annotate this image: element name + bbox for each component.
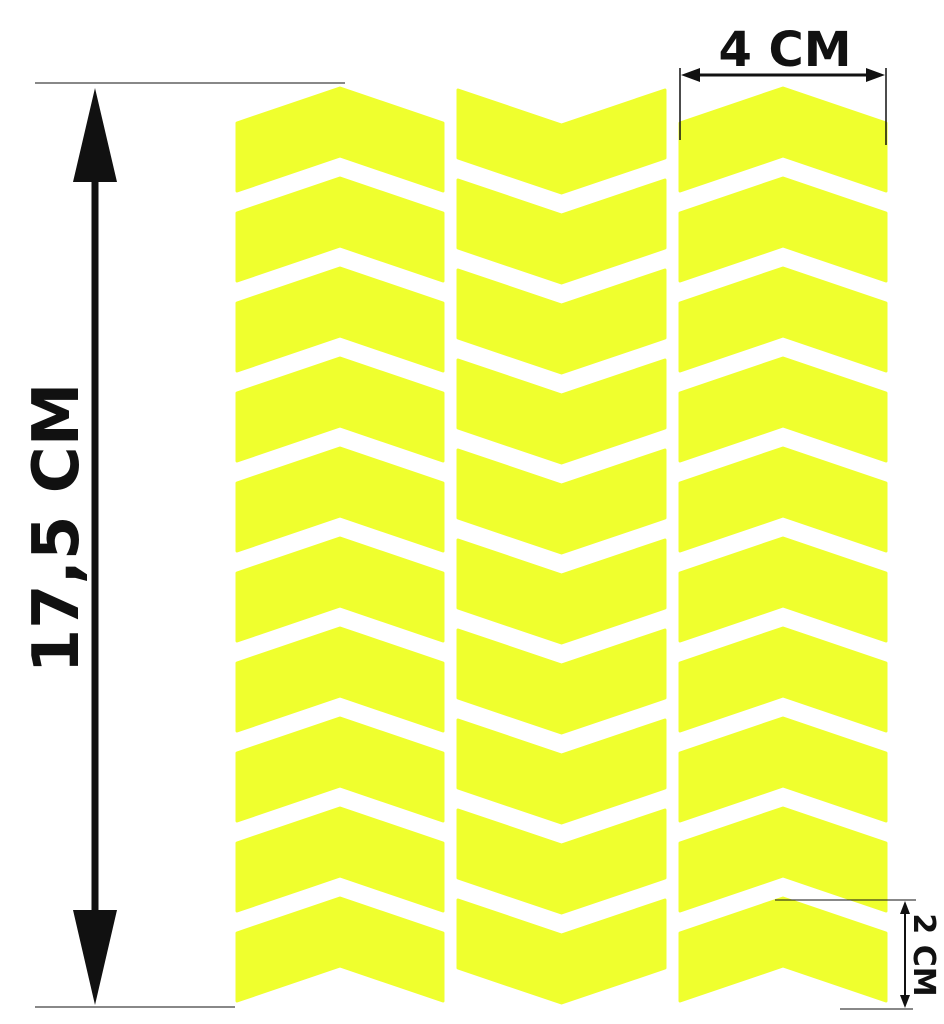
piece-height-dimension: 2 СМ <box>775 899 941 1010</box>
piece-height-label: 2 СМ <box>906 913 941 996</box>
chevron-sticker <box>235 176 445 283</box>
arrow-up-small-icon <box>900 901 910 914</box>
chevron-sticker <box>235 86 445 193</box>
chevron-sticker <box>678 716 888 823</box>
arrow-right-icon <box>866 68 885 82</box>
arrow-down-icon <box>73 910 117 1005</box>
chevron-sticker <box>456 898 667 1005</box>
chevron-sticker <box>678 896 888 1003</box>
chevron-sticker <box>235 716 445 823</box>
chevron-sticker <box>678 536 888 643</box>
chevron-sticker <box>235 536 445 643</box>
arrow-down-small-icon <box>900 995 910 1008</box>
chevron-sticker <box>235 356 445 463</box>
chevron-sticker <box>456 88 667 195</box>
chevron-sticker <box>678 176 888 283</box>
chevron-sticker <box>456 358 667 465</box>
chevron-sticker <box>235 446 445 553</box>
chevron-sticker <box>456 718 667 825</box>
chevron-sticker <box>456 448 667 555</box>
chevron-sticker <box>456 628 667 735</box>
arrow-up-icon <box>73 88 117 182</box>
chevron-sticker <box>235 626 445 733</box>
chevron-sticker <box>678 356 888 463</box>
chevron-sticker <box>456 808 667 915</box>
chevron-sticker <box>678 266 888 373</box>
chevron-sticker <box>678 86 888 193</box>
chevron-sticker <box>456 538 667 645</box>
width-label: 4 СМ <box>718 22 851 78</box>
chevron-sticker <box>235 806 445 913</box>
chevron-sticker <box>235 896 445 1003</box>
arrow-left-icon <box>681 68 700 82</box>
stickers <box>235 86 888 1005</box>
chevron-sticker <box>456 178 667 285</box>
chevron-sticker <box>456 268 667 375</box>
chevron-sticker <box>235 266 445 373</box>
height-dimension: 17,5 СМ <box>20 82 345 1008</box>
width-dimension: 4 СМ <box>679 22 887 145</box>
chevron-sticker <box>678 446 888 553</box>
chevron-sticker <box>678 806 888 913</box>
height-label: 17,5 СМ <box>20 383 94 674</box>
chevron-sticker <box>678 626 888 733</box>
